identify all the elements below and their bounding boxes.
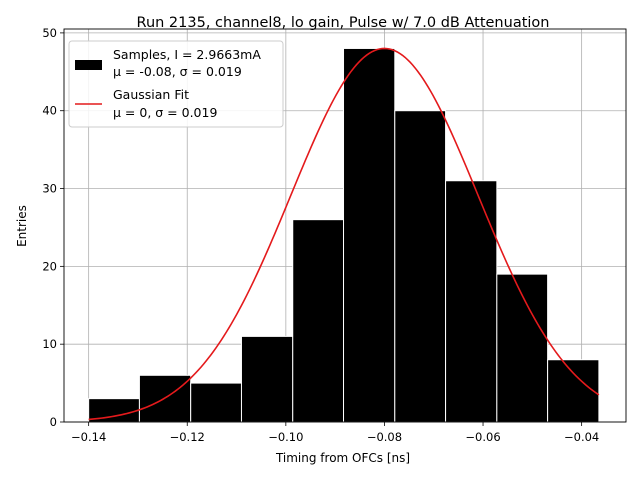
legend-box [68, 40, 284, 128]
y-tick-label-1: 10 [42, 337, 57, 351]
histogram-bars [88, 47, 600, 423]
legend-samples-label: Samples, I = 2.9663mA [113, 47, 261, 62]
histogram-bar-9 [547, 359, 600, 423]
y-tick-label-5: 50 [42, 26, 57, 40]
x-tick-label-0: −0.14 [71, 430, 106, 444]
x-tick-label-3: −0.08 [367, 430, 402, 444]
y-axis-ticks: 0 10 20 30 40 50 [42, 26, 64, 429]
legend-samples-swatch [75, 60, 102, 70]
histogram-bar-8 [496, 273, 549, 423]
gaussian-fit-curve [88, 47, 600, 421]
x-tick-label-5: −0.04 [564, 430, 599, 444]
legend-fit-stats: μ = 0, σ = 0.019 [113, 105, 217, 120]
y-tick-label-3: 30 [42, 182, 57, 196]
y-tick-label-4: 40 [42, 104, 57, 118]
y-tick-label-2: 20 [42, 259, 57, 273]
y-tick-label-0: 0 [50, 415, 57, 429]
histogram-bar-6 [394, 110, 447, 423]
histogram-bar-5 [343, 47, 396, 423]
legend-fit-label: Gaussian Fit [113, 87, 189, 102]
histogram-bar-7 [445, 180, 498, 423]
histogram-bar-4 [292, 219, 345, 423]
x-tick-label-4: −0.06 [465, 430, 500, 444]
legend-samples-stats: μ = -0.08, σ = 0.019 [113, 64, 242, 79]
x-axis-ticks: −0.14 −0.12 −0.10 −0.08 −0.06 −0.04 [71, 422, 599, 444]
x-tick-label-1: −0.12 [170, 430, 205, 444]
histogram-bar-3 [240, 335, 294, 423]
y-axis-label: Entries [15, 205, 29, 247]
chart-title: Run 2135, channel8, lo gain, Pulse w/ 7.… [137, 15, 550, 31]
histogram-bar-2 [190, 382, 242, 423]
plot-frame [63, 28, 627, 423]
legend: Samples, I = 2.9663mA μ = -0.08, σ = 0.0… [68, 40, 284, 128]
x-tick-label-2: −0.10 [268, 430, 303, 444]
x-axis-label: Timing from OFCs [ns] [275, 451, 410, 465]
